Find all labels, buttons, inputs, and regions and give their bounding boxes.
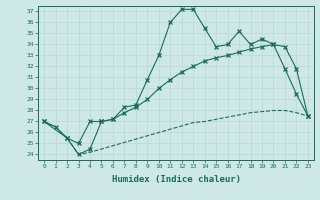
X-axis label: Humidex (Indice chaleur): Humidex (Indice chaleur) bbox=[111, 175, 241, 184]
